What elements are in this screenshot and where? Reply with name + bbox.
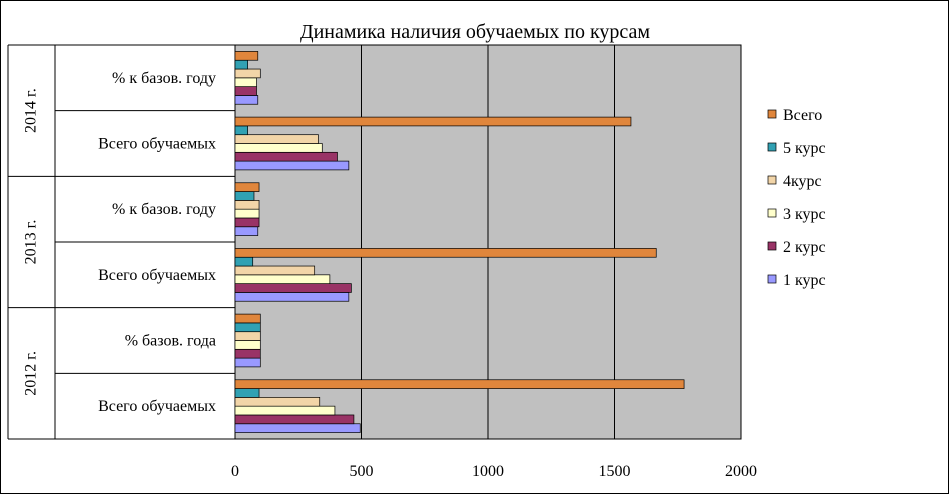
bar-1-cat-1 <box>234 423 361 433</box>
year-label: 2012 г. <box>23 351 40 396</box>
bar-1-cat-5 <box>234 160 350 171</box>
category-label: % к базов. году <box>112 70 216 87</box>
legend-swatch <box>767 109 777 119</box>
x-tick-label: 2000 <box>725 463 757 480</box>
category-label: % к базов. году <box>112 201 216 218</box>
year-label: 2013 г. <box>23 220 40 265</box>
category-label: % базов. года <box>125 333 216 350</box>
legend-label: 4курс <box>783 173 822 190</box>
bar-5-cat-4 <box>234 191 255 201</box>
bar-4-cat-1 <box>234 397 321 407</box>
legend-swatch <box>767 274 777 284</box>
bar-3-cat-1 <box>234 405 336 416</box>
legend-swatch <box>767 142 777 152</box>
bar-4-cat-5 <box>234 134 319 144</box>
bar-6-cat-2 <box>234 313 261 324</box>
year-label: 2014 г. <box>23 88 40 133</box>
bar-1-cat-6 <box>234 95 259 105</box>
chart-title: Динамика наличия обучаемых по курсам <box>300 21 650 43</box>
legend-swatch <box>767 241 777 251</box>
bar-6-cat-1 <box>234 379 685 389</box>
label-layer: 0 500 1000 1500 2000 Всего обучаемых % базов. … <box>7 44 757 480</box>
bar-6-cat-5 <box>234 116 632 127</box>
bar-1-cat-3 <box>234 292 350 302</box>
bar-5-cat-6 <box>234 59 248 70</box>
bar-2-cat-3 <box>234 283 352 293</box>
bar-2-cat-1 <box>234 414 355 425</box>
bar-6-cat-4 <box>234 182 260 192</box>
bar-4-cat-6 <box>234 68 261 79</box>
legend-label: 5 курс <box>783 140 826 157</box>
bar-5-cat-5 <box>234 125 248 136</box>
legend-label: 2 курс <box>783 239 826 256</box>
bar-3-cat-3 <box>234 274 331 284</box>
x-tick-label: 1500 <box>599 463 631 480</box>
legend-label: Всего <box>783 107 822 124</box>
bar-3-cat-2 <box>234 340 261 350</box>
bar-2-cat-5 <box>234 151 338 162</box>
legend: Всего 5 курс 4курс 3 курс 2 курс 1 курс <box>767 107 826 289</box>
bar-2-cat-6 <box>234 86 257 96</box>
bar-3-cat-5 <box>234 143 323 153</box>
category-label: Всего обучаемых <box>98 267 216 284</box>
x-tick-label: 500 <box>350 463 374 480</box>
bar-5-cat-2 <box>234 322 261 333</box>
bar-3-cat-4 <box>234 208 260 219</box>
x-tick-label: 0 <box>231 463 239 480</box>
bar-6-cat-3 <box>234 248 657 258</box>
bar-2-cat-4 <box>234 217 260 228</box>
bar-1-cat-2 <box>234 357 261 368</box>
legend-label: 1 курс <box>783 272 826 289</box>
x-tick-label: 1000 <box>472 463 504 480</box>
bar-4-cat-2 <box>234 331 261 341</box>
bar-4-cat-3 <box>234 265 316 276</box>
bar-4-cat-4 <box>234 200 260 210</box>
bar-6-cat-6 <box>234 51 259 61</box>
bar-5-cat-3 <box>234 256 254 267</box>
bar-5-cat-1 <box>234 388 260 398</box>
legend-swatch <box>767 175 777 185</box>
bar-1-cat-4 <box>234 226 259 236</box>
plot-layer <box>234 44 742 440</box>
legend-label: 3 курс <box>783 206 826 223</box>
legend-swatch <box>767 208 777 218</box>
category-label: Всего обучаемых <box>98 136 216 153</box>
bar-2-cat-2 <box>234 348 261 359</box>
category-label: Всего обучаемых <box>98 398 216 415</box>
bar-3-cat-6 <box>234 77 257 87</box>
